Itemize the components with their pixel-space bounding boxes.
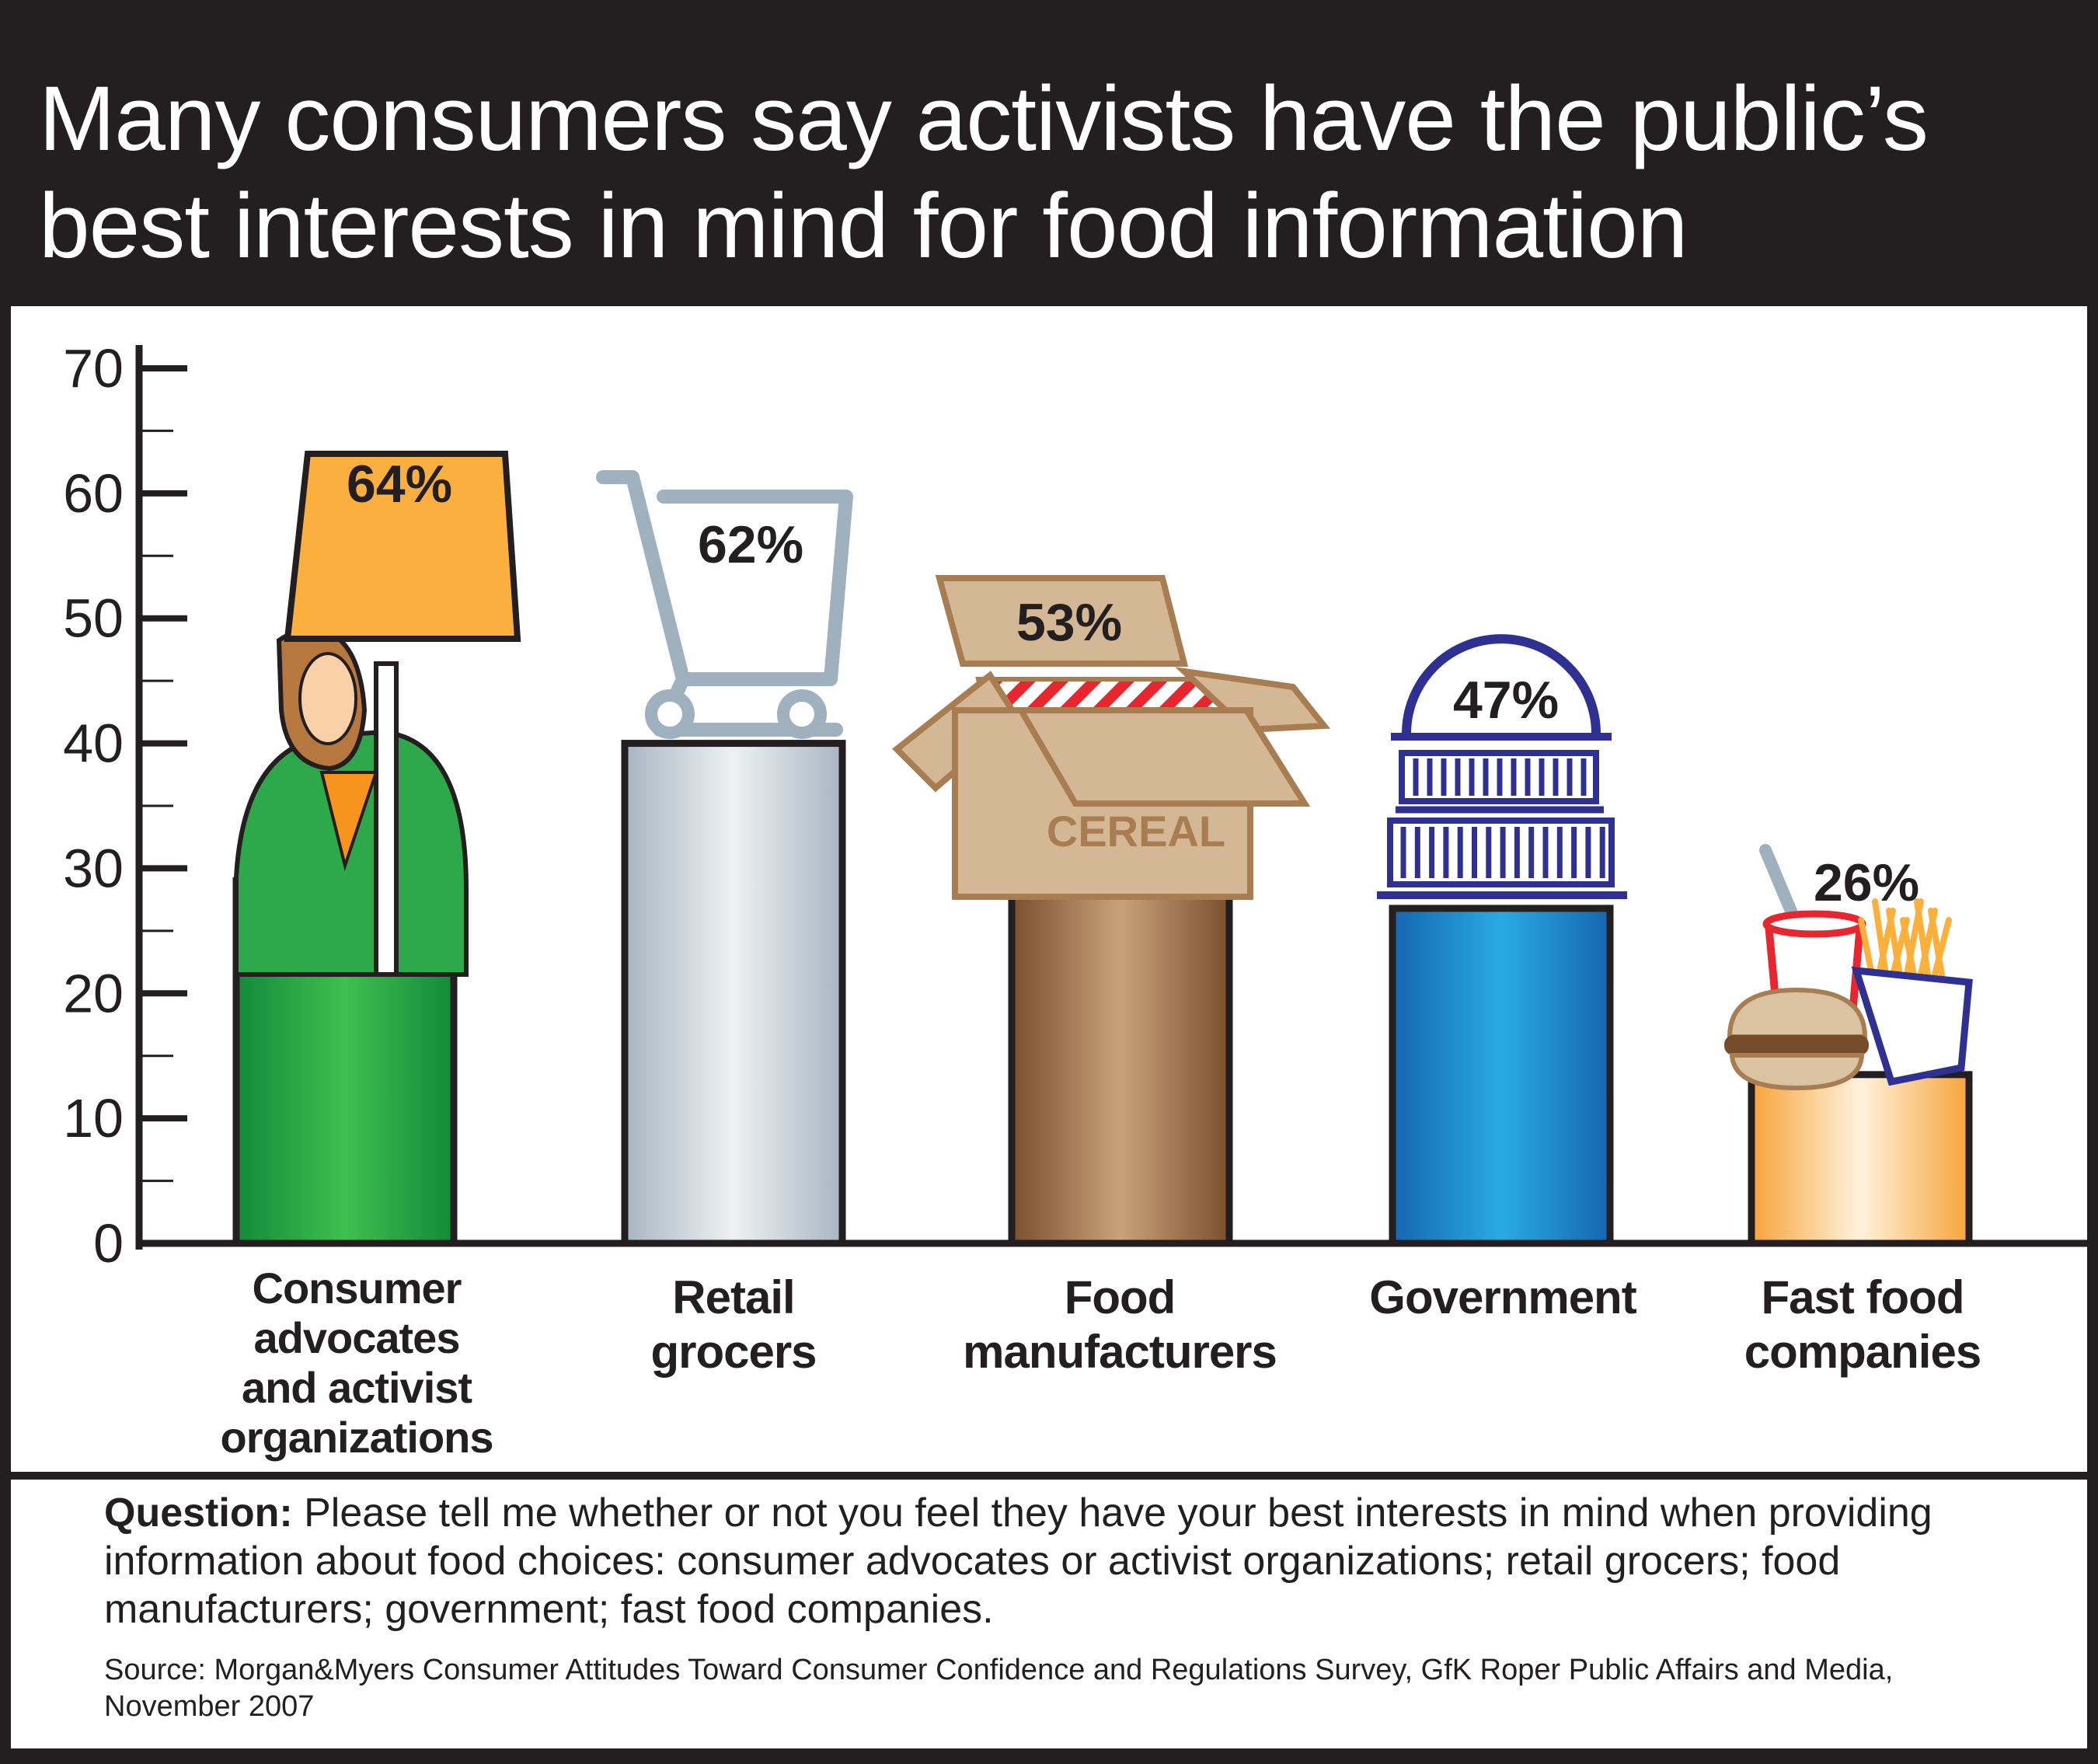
box-back-flap [935, 575, 1189, 667]
chart-panel: 0 10 20 30 40 50 60 70 64% 62% 53% 47% 26% CEREAL Con… [11, 306, 2087, 1472]
cereal-box-label: CEREAL [1047, 807, 1225, 856]
category-label-4: companies [1744, 1326, 1981, 1378]
survey-question: Question: Please tell me whether or not … [104, 1489, 2016, 1633]
french-fry [1914, 898, 1931, 978]
protester-sign-icon [234, 451, 521, 977]
box-front-flap [1016, 707, 1311, 807]
category-label-1: grocers [650, 1326, 816, 1378]
labels-layer: 64% 62% 53% 47% 26% CEREAL Consumeradvocatesan… [220, 455, 1981, 1462]
bar-chart: 0 10 20 30 40 50 60 70 64% 62% 53% 47% 26% CEREAL Con… [63, 338, 2087, 1462]
title-band: Many consumers say activists have the pu… [11, 11, 2087, 302]
dome-arc [1402, 634, 1601, 734]
fries-box [1851, 966, 1973, 1086]
value-label-4: 26% [1814, 853, 1919, 912]
sign-pole [374, 661, 399, 977]
protester-body [234, 729, 469, 977]
value-label-0: 64% [347, 455, 452, 514]
category-label-0: advocates [254, 1313, 460, 1362]
fast-food-meal-icon [1724, 844, 1973, 1091]
french-fry [1900, 917, 1917, 978]
burger-bottom-bun [1729, 1053, 1865, 1091]
category-label-2: manufacturers [963, 1326, 1277, 1378]
category-label-0: and activist [242, 1363, 472, 1412]
chart-title-line-2: best interests in mind for food informat… [39, 175, 1688, 277]
value-label-2: 53% [1016, 593, 1122, 652]
bar-food-manufacturers [1008, 870, 1233, 1247]
value-label-1: 62% [698, 515, 803, 574]
y-tick-label-0: 0 [93, 1213, 124, 1274]
protester-neck [319, 771, 378, 872]
y-tick-label-30: 30 [63, 838, 124, 898]
category-label-3: Government [1369, 1271, 1636, 1323]
question-text: Please tell me whether or not you feel t… [104, 1490, 1932, 1632]
y-tick-label-60: 60 [63, 463, 124, 524]
source-note: Source: Morgan&Myers Consumer Attitudes … [104, 1654, 1894, 1723]
y-axis: 0 10 20 30 40 50 60 70 [63, 338, 2087, 1274]
y-tick-label-70: 70 [63, 338, 124, 399]
cart-wheel-right [777, 689, 827, 739]
chart-title-line-1: Many consumers say activists have the pu… [39, 68, 1929, 170]
footnote-panel: Question: Please tell me whether or not … [11, 1480, 2087, 1748]
burger-top-bun [1727, 987, 1868, 1039]
protest-sign [284, 451, 521, 642]
question-label: Question: [104, 1490, 293, 1536]
category-label-1: Retail [672, 1271, 794, 1323]
category-label-0: Consumer [253, 1264, 462, 1313]
french-fry [1858, 917, 1875, 978]
y-tick-label-10: 10 [63, 1088, 124, 1149]
y-tick-label-50: 50 [63, 588, 124, 649]
bar-fast-food-companies [1748, 1071, 1973, 1247]
drink-lid [1762, 910, 1866, 938]
french-fry [1886, 908, 1903, 978]
cart-wheel-left [645, 689, 695, 739]
protester-face [298, 652, 357, 745]
french-fry [1872, 898, 1889, 978]
icons-layer [234, 451, 1973, 1091]
y-tick-label-40: 40 [63, 713, 124, 774]
burger-patty [1724, 1035, 1869, 1055]
cereal-box-icon [891, 575, 1331, 900]
value-label-3: 47% [1453, 671, 1559, 730]
category-label-4: Fast food [1762, 1271, 1964, 1323]
cart-frame [596, 470, 853, 686]
y-tick-label-20: 20 [63, 963, 124, 1023]
shopping-cart-icon [596, 470, 853, 739]
capitol-dome-icon [1377, 634, 1627, 899]
category-label-0: organizations [220, 1413, 493, 1462]
bar-government [1389, 905, 1614, 1247]
category-label-2: Food [1065, 1271, 1176, 1323]
bar-retail-grocers [621, 740, 846, 1247]
french-fry [1928, 908, 1945, 978]
